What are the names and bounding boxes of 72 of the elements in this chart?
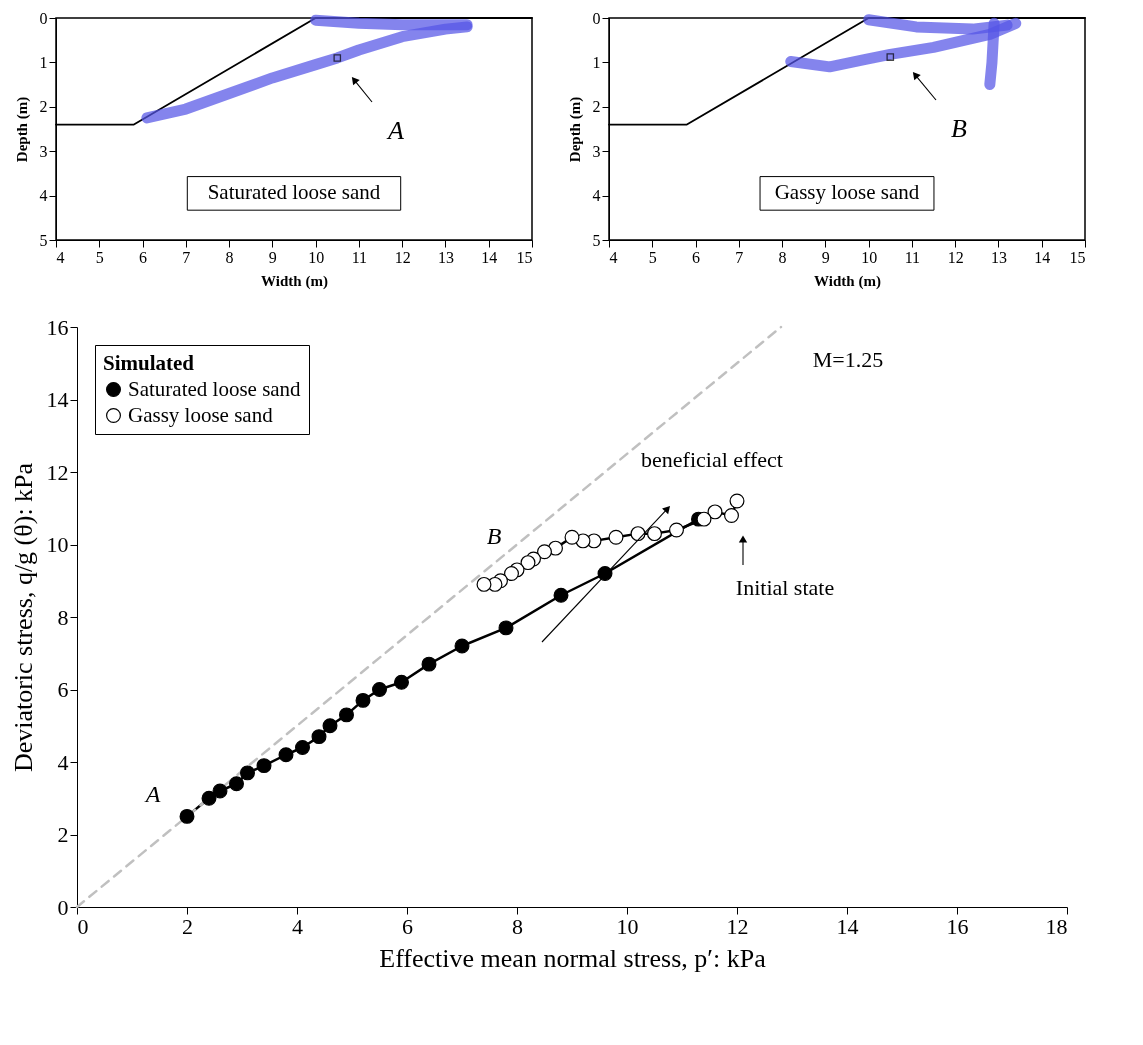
x-tick-label: 7 [735,248,744,266]
y-tick-label: 2 [57,822,69,847]
x-tick-label: 14 [481,248,498,266]
x-tick-label: 5 [95,248,104,266]
y-tick-label: 0 [57,894,69,920]
x-tick-label: 6 [139,248,148,266]
x-tick-label: 4 [292,913,303,939]
x-tick-label: 14 [836,913,859,939]
y-axis-title: Depth (m) [13,96,31,163]
x-axis-title: Width (m) [814,272,881,290]
y-tick-label: 6 [57,677,69,702]
y-tick-label: 1 [39,53,48,71]
y-tick-label: 10 [46,532,69,557]
x-tick-label: 15 [1069,248,1086,266]
x-axis-title: Width (m) [261,272,328,290]
x-tick-label: 5 [648,248,657,266]
y-axis-title: Deviatoric stress, q/g (θ): kPa [8,462,38,773]
y-tick-label: 5 [39,231,48,249]
x-tick-label: 8 [778,248,787,266]
x-tick-label: 8 [225,248,234,266]
y-tick-label: 8 [57,604,69,630]
y-tick-label: 4 [39,187,48,205]
x-tick-label: 15 [516,248,533,266]
annotation: B [951,114,968,143]
x-tick-label: 7 [182,248,191,266]
x-tick-label: 14 [1034,248,1051,266]
annotation: Saturated loose sand [207,180,381,205]
x-tick-label: 9 [821,248,830,266]
x-tick-label: 6 [692,248,701,266]
y-tick-label: 2 [39,98,48,116]
y-tick-label: 4 [57,749,69,775]
y-tick-label: 0 [592,9,601,27]
annotation: Gassy loose sand [774,180,920,205]
x-tick-label: 10 [308,248,325,266]
y-tick-label: 0 [39,9,48,27]
annotation: A [143,781,161,807]
x-tick-label: 6 [402,913,413,939]
annotation: beneficial effect [641,447,783,472]
x-tick-label: 4 [609,248,618,266]
y-axis-title: Depth (m) [566,96,584,163]
x-tick-label: 11 [351,248,368,266]
x-tick-label: 13 [990,248,1007,266]
x-tick-label: 10 [861,248,878,266]
x-tick-label: 9 [268,248,277,266]
x-tick-label: 12 [394,248,411,266]
x-axis-title: Effective mean normal stress, p′: kPa [379,943,767,973]
y-tick-label: 3 [592,142,601,160]
annotation: B [486,523,502,549]
y-tick-label: 1 [592,53,601,71]
legend-label: Saturated loose sand [128,376,302,401]
x-tick-label: 12 [947,248,964,266]
x-tick-label: 2 [182,913,193,939]
x-tick-label: 13 [437,248,454,266]
y-tick-label: 16 [46,314,69,340]
y-tick-label: 12 [46,459,69,485]
series-label: M=1.25 [812,347,884,372]
legend-title: Simulated [103,351,195,375]
legend-label: Gassy loose sand [128,402,274,427]
y-tick-label: 2 [592,98,601,116]
x-tick-label: 12 [726,913,749,939]
y-tick-label: 14 [46,387,69,412]
x-tick-label: 0 [77,913,89,939]
y-tick-label: 3 [39,142,48,160]
x-tick-label: 18 [1045,913,1068,939]
x-tick-label: 11 [904,248,921,266]
y-tick-label: 4 [592,187,601,205]
y-tick-label: 5 [592,231,601,249]
x-tick-label: 8 [512,913,523,939]
x-tick-label: 16 [946,913,969,939]
annotation: Initial state [735,575,835,600]
x-tick-label: 10 [616,913,639,939]
annotation: A [386,116,405,145]
